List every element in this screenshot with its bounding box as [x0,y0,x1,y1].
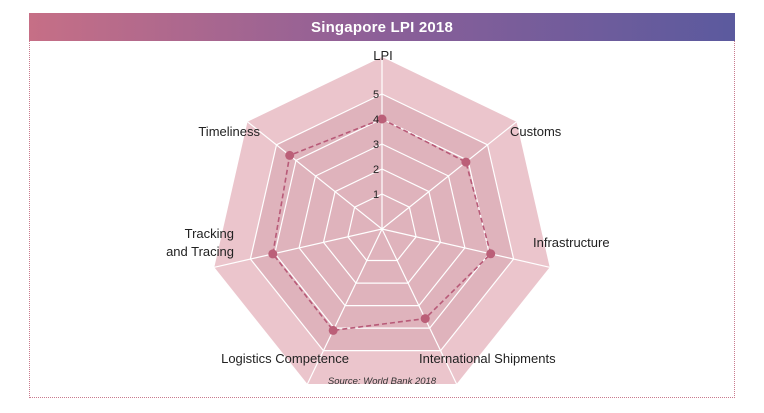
tick-label: 3 [373,139,379,151]
title-bar: Singapore LPI 2018 [29,13,735,41]
series-point [486,249,496,259]
chart-title: Singapore LPI 2018 [311,18,453,36]
grid-spoke [306,228,383,385]
axis-label: Infrastructure [533,235,610,250]
grid-ring-3 [298,143,466,307]
series-point [285,150,295,160]
radar-series [268,114,496,335]
grid-ring-5 [249,93,515,352]
series-point [377,114,387,124]
radial-tick-labels: 1 2 3 4 5 [373,89,379,201]
grid-spoke [381,228,550,268]
source-note: Source: World Bank 2018 [327,376,437,387]
grid-spoke [381,121,517,230]
grid-spoke [214,228,383,268]
grid-ring-1 [347,193,417,262]
grid-spoke [247,121,383,230]
series-point [268,249,278,259]
axis-label: Customs [510,124,562,139]
tick-label: 4 [373,114,379,126]
series-point [328,325,338,335]
axis-labels: LPI Customs Infrastructure International Sh… [166,48,610,366]
series-point [461,157,471,167]
series-point [420,314,430,324]
tick-label: 1 [373,189,379,201]
series-line [271,118,492,332]
axis-label: Logistics Competence [221,351,349,366]
axis-label: Timeliness [198,124,260,139]
axis-label: Tracking and Tracing [166,226,234,259]
grid-ring-4 [274,118,490,329]
radar-grid [214,57,550,385]
axis-label: LPI [373,48,393,63]
tick-label: 5 [373,89,379,101]
tick-label: 2 [373,164,379,176]
axis-label: International Shipments [419,351,556,366]
grid-ring-2 [322,168,442,284]
grid-spoke [381,228,458,385]
